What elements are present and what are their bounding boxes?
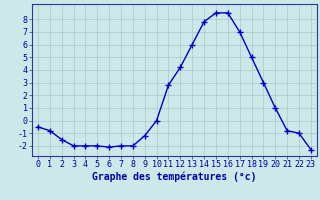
X-axis label: Graphe des températures (°c): Graphe des températures (°c)	[92, 172, 257, 182]
